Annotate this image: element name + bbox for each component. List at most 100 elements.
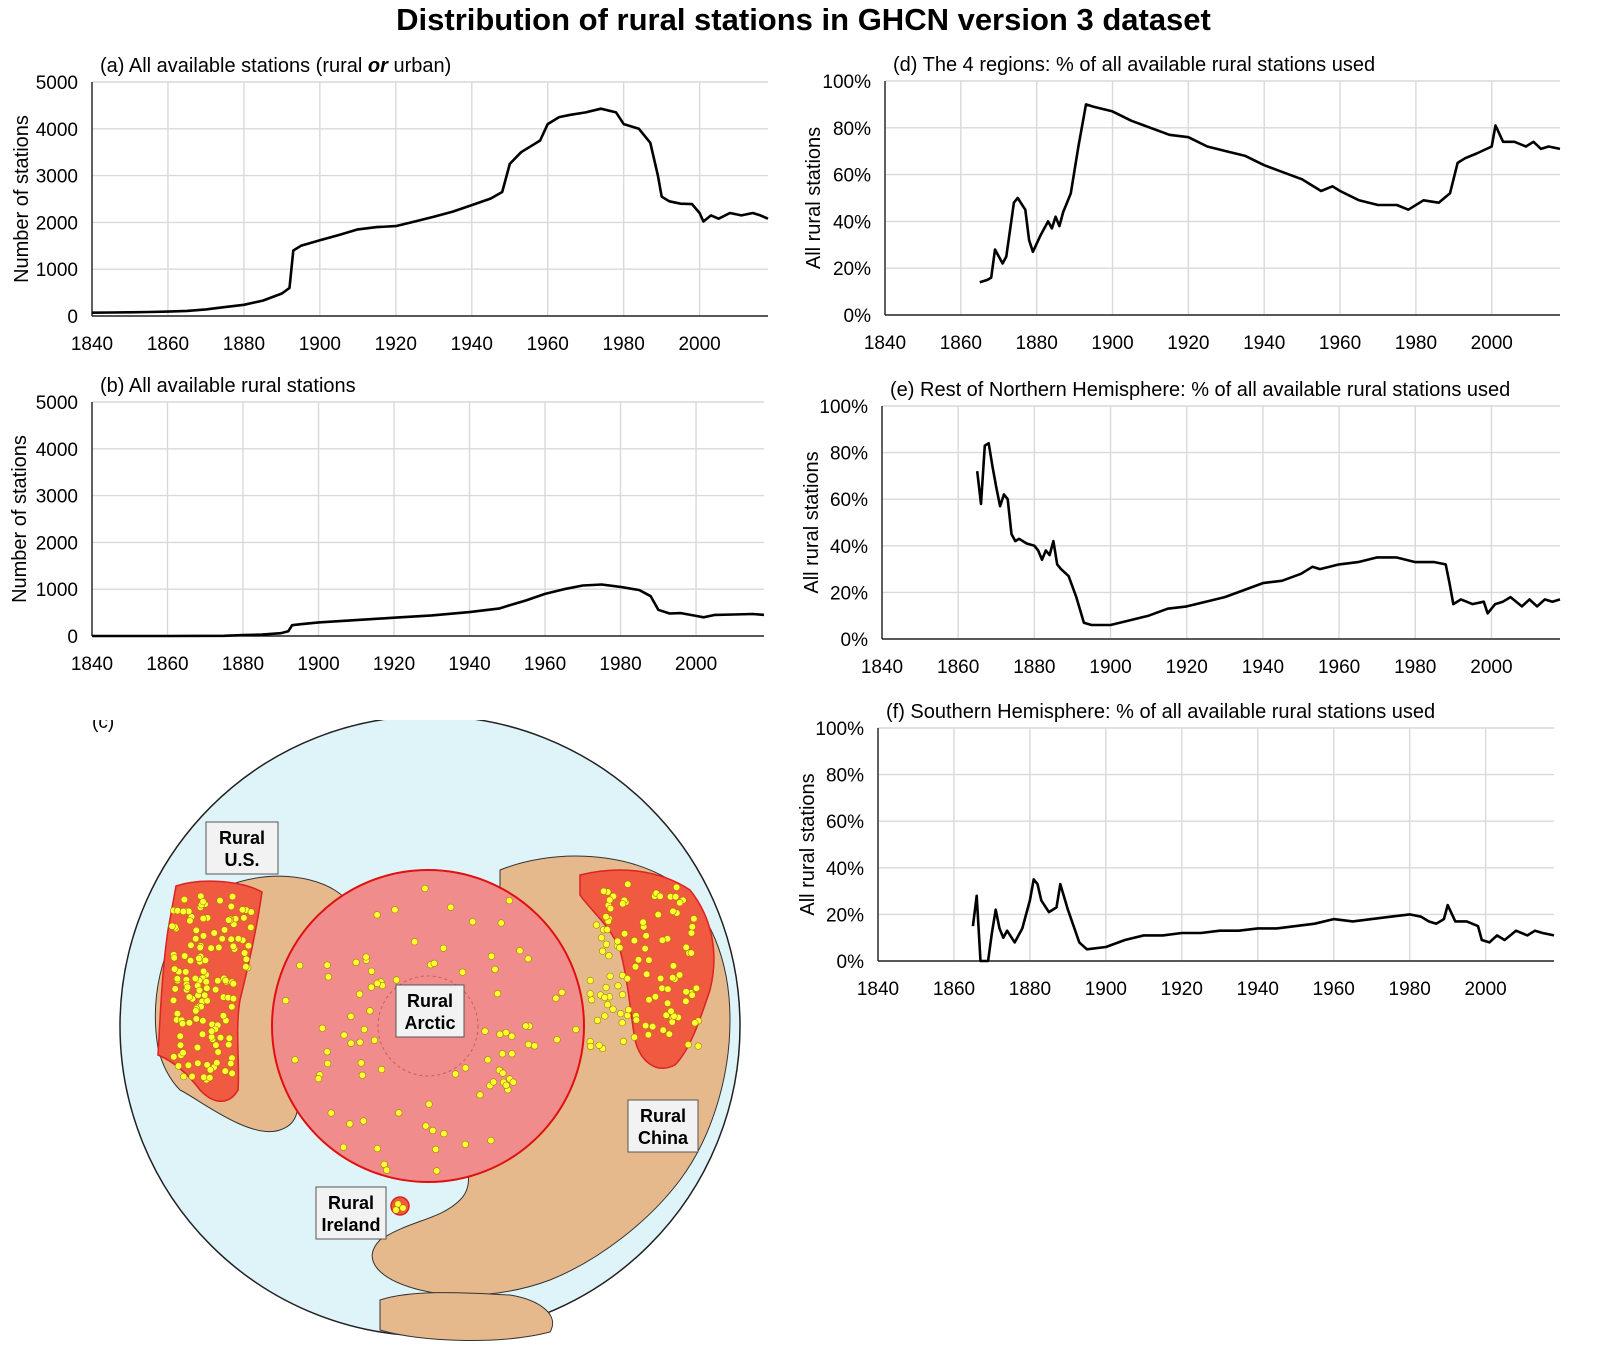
station-dot <box>184 1061 192 1069</box>
label-us-line1: Rural <box>219 828 265 848</box>
station-dot <box>491 965 499 973</box>
station-dot <box>366 1007 374 1015</box>
x-tick-label: 1980 <box>1395 333 1437 354</box>
station-dot <box>168 922 176 930</box>
x-tick-label: 1960 <box>1319 333 1361 354</box>
station-dot <box>588 996 596 1004</box>
y-axis-label: Number of stations <box>9 435 31 603</box>
station-dot <box>601 993 609 1002</box>
station-dot <box>639 918 647 926</box>
station-dot <box>373 979 381 988</box>
station-dot <box>558 988 566 997</box>
station-dot <box>493 990 502 998</box>
station-dot <box>658 984 666 992</box>
y-tick-label: 0% <box>841 630 869 651</box>
station-dot <box>605 952 613 960</box>
y-tick-label: 2000 <box>36 213 78 234</box>
station-dot <box>234 935 242 943</box>
y-tick-label: 0% <box>844 306 872 327</box>
station-dot <box>247 908 255 916</box>
station-dot <box>360 1025 368 1034</box>
station-dot <box>654 911 662 919</box>
station-dot <box>502 1029 510 1037</box>
station-dot <box>178 1020 187 1028</box>
station-dot <box>508 1050 516 1058</box>
y-tick-label: 80% <box>826 766 864 787</box>
station-dot <box>684 1041 692 1049</box>
station-dot <box>421 884 429 893</box>
station-dot <box>623 975 632 983</box>
station-dot <box>218 935 226 943</box>
station-dot <box>602 940 611 948</box>
station-dot <box>296 961 304 970</box>
station-dot <box>665 1030 673 1038</box>
station-dot <box>244 942 253 950</box>
station-dot <box>282 997 290 1005</box>
station-dot <box>395 1109 403 1117</box>
station-dot <box>212 986 220 994</box>
x-tick-label: 1880 <box>1013 657 1055 678</box>
station-dot <box>688 991 696 999</box>
station-dot <box>659 1026 667 1034</box>
station-dot <box>505 897 514 905</box>
station-dot <box>215 943 223 952</box>
x-tick-label: 1980 <box>1394 657 1436 678</box>
station-dot <box>216 897 224 905</box>
station-dot <box>173 975 181 983</box>
station-dot <box>433 1167 441 1175</box>
station-dot <box>531 1042 539 1050</box>
station-dot <box>651 993 660 1001</box>
station-dot <box>634 956 643 964</box>
station-dot <box>656 892 664 900</box>
station-dot <box>672 893 680 901</box>
station-dot <box>669 962 678 970</box>
station-dot <box>476 1091 484 1099</box>
x-tick-label: 1840 <box>861 657 903 678</box>
station-dot <box>618 991 627 999</box>
chart-title: (f) Southern Hemisphere: % of all availa… <box>886 701 1435 723</box>
station-dot <box>617 1010 625 1018</box>
chart-title: (d) The 4 regions: % of all available ru… <box>893 54 1375 76</box>
station-dot <box>516 947 524 955</box>
polar-map: (c) Rural U.S. Rural Arctic Rural China … <box>92 720 741 1341</box>
station-dot <box>208 1027 216 1035</box>
x-tick-label: 2000 <box>675 654 717 675</box>
series-line <box>91 107 769 314</box>
x-tick-label: 2000 <box>678 334 720 355</box>
station-dot <box>606 896 614 904</box>
y-axis-label: All rural stations <box>797 773 819 915</box>
x-tick-label: 1900 <box>297 654 339 675</box>
y-tick-label: 40% <box>826 859 864 880</box>
station-dot <box>489 1078 498 1086</box>
x-tick-label: 1940 <box>1243 333 1285 354</box>
x-tick-label: 1880 <box>1009 979 1051 1000</box>
station-dot <box>180 896 188 904</box>
station-dot <box>199 898 207 906</box>
station-dot <box>497 919 505 927</box>
station-dot <box>432 1145 440 1154</box>
station-dot <box>199 914 207 923</box>
station-dot <box>206 1074 214 1082</box>
x-tick-label: 1840 <box>71 334 113 355</box>
x-tick-label: 1920 <box>1161 979 1203 1000</box>
station-dot <box>620 930 629 938</box>
station-dot <box>171 985 179 993</box>
station-dot <box>195 986 204 995</box>
station-dot <box>691 1019 699 1027</box>
station-dot <box>373 1144 381 1153</box>
station-dot <box>598 947 607 955</box>
x-tick-label: 1880 <box>223 334 265 355</box>
station-dot <box>238 906 247 914</box>
x-tick-label: 1960 <box>1318 657 1360 678</box>
station-dot <box>368 967 376 975</box>
station-dot <box>359 1117 368 1125</box>
chart-e: 0% 20% 40% 60% 80% 100% 1840 1860 1880 1900 1920 19… <box>801 379 1561 678</box>
station-dot <box>499 1069 507 1077</box>
station-dot <box>595 1041 603 1049</box>
station-dot <box>176 1032 184 1040</box>
station-dot <box>630 1033 639 1041</box>
station-dot <box>643 970 651 978</box>
station-dot <box>631 963 640 971</box>
y-tick-label: 40% <box>830 537 868 558</box>
station-dot <box>203 984 211 992</box>
